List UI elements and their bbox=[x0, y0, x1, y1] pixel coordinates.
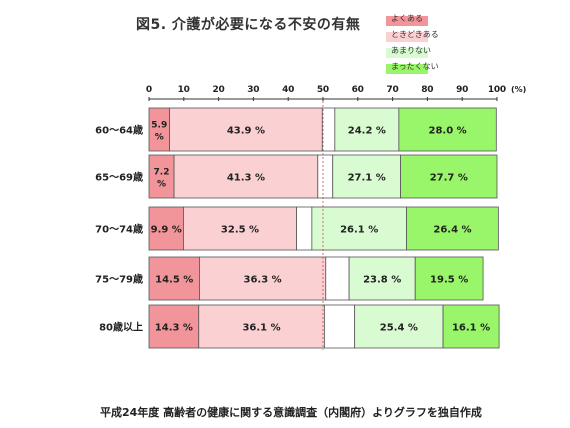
legend-label-sometimes: ときどきある bbox=[391, 30, 439, 39]
x-tick-label: 0 bbox=[253, 85, 259, 95]
data-label: 27.7 % bbox=[430, 173, 468, 184]
bar-segment bbox=[183, 206, 297, 251]
chart-footer-source: 平成24年度 高齢者の健康に関する意識調査（内閣府）よりグラフを独自作成 bbox=[100, 406, 482, 419]
bar-segment bbox=[199, 256, 327, 301]
bar-segment bbox=[148, 154, 175, 199]
x-tick-label: 3 bbox=[247, 85, 253, 95]
bar-segment bbox=[169, 107, 323, 152]
legend-label-rarely: あまりない bbox=[391, 46, 431, 55]
legend-item-never: まったくない bbox=[386, 61, 506, 77]
data-label: 43.9 % bbox=[227, 126, 265, 137]
data-label: 9.9 % bbox=[151, 225, 182, 236]
bar-segment bbox=[311, 206, 407, 251]
legend-swatch-never bbox=[386, 64, 428, 74]
bar-segment bbox=[323, 304, 356, 349]
data-label: 26.1 % bbox=[340, 225, 378, 236]
data-label: 14.3 % bbox=[155, 323, 193, 334]
bar-segment bbox=[148, 206, 184, 251]
x-tick-label: 1 bbox=[488, 85, 494, 95]
category-label: 70〜74歳 bbox=[95, 223, 143, 236]
x-tick-label: 0 bbox=[358, 85, 364, 95]
category-label: 75〜79歳 bbox=[95, 273, 143, 286]
data-label: 26.4 % bbox=[433, 225, 471, 236]
bar-segment bbox=[148, 256, 200, 301]
bar-segment bbox=[325, 256, 350, 301]
bar-segment bbox=[148, 304, 200, 349]
x-tick-label: 2 bbox=[212, 85, 218, 95]
category-label: 60〜64歳 bbox=[95, 124, 143, 137]
data-label: 5.9 bbox=[151, 121, 167, 131]
x-tick-label: 0 bbox=[462, 85, 468, 95]
x-tick-label: 6 bbox=[352, 85, 358, 95]
bar-segment bbox=[398, 107, 497, 152]
bar-segment bbox=[296, 206, 313, 251]
x-tick-label: 0 bbox=[500, 85, 506, 95]
bar-segment bbox=[317, 154, 334, 199]
bar-segment bbox=[198, 304, 325, 349]
x-tick-label: 4 bbox=[282, 85, 288, 95]
data-label: 27.1 % bbox=[348, 173, 386, 184]
x-tick-label: 0 bbox=[392, 85, 398, 95]
category-label: 80歳以上 bbox=[99, 321, 143, 334]
legend-swatch-often bbox=[386, 16, 428, 26]
bar-segment bbox=[414, 256, 484, 301]
legend-label-often: よくある bbox=[391, 14, 423, 23]
x-tick-label: 9 bbox=[456, 85, 462, 95]
bar-segment bbox=[332, 154, 402, 199]
bar-segment bbox=[321, 107, 336, 152]
bar-segment bbox=[354, 304, 444, 349]
legend-item-sometimes: ときどきある bbox=[386, 29, 506, 45]
data-label: 7.2 bbox=[154, 168, 170, 178]
data-label: 41.3 % bbox=[227, 173, 265, 184]
x-tick-label: 0 bbox=[427, 85, 433, 95]
bar-segment bbox=[348, 256, 416, 301]
data-label: 24.2 % bbox=[348, 126, 386, 137]
bar-segment bbox=[406, 206, 499, 251]
x-tick-label: 0 bbox=[494, 85, 500, 95]
x-tick-label: 0 bbox=[146, 85, 152, 95]
x-tick-label: 5 bbox=[317, 85, 323, 95]
x-tick-label: 0 bbox=[323, 85, 329, 95]
chart-legend: よくある ときどきある あまりない まったくない bbox=[386, 13, 506, 77]
data-label: 28.0 % bbox=[428, 126, 466, 137]
bar-segment bbox=[334, 107, 400, 152]
legend-swatch-sometimes bbox=[386, 32, 428, 42]
data-label: % bbox=[155, 133, 164, 143]
bar-segment bbox=[442, 304, 500, 349]
data-label: 16.1 % bbox=[452, 323, 490, 334]
data-label: 25.4 % bbox=[380, 323, 418, 334]
x-axis-unit: (%) bbox=[511, 85, 526, 94]
legend-label-never: まったくない bbox=[391, 62, 439, 71]
bar-segment bbox=[400, 154, 498, 199]
data-label: 14.5 % bbox=[155, 275, 193, 286]
legend-item-rarely: あまりない bbox=[386, 45, 506, 61]
data-label: 23.8 % bbox=[363, 275, 401, 286]
x-tick-label: 0 bbox=[218, 85, 224, 95]
data-label: 19.5 % bbox=[430, 275, 468, 286]
data-label: 36.1 % bbox=[242, 323, 280, 334]
bar-segment bbox=[173, 154, 319, 199]
x-tick-label: 1 bbox=[178, 85, 184, 95]
x-tick-label: 0 bbox=[288, 85, 294, 95]
x-tick-label: 7 bbox=[386, 85, 392, 95]
data-label: % bbox=[157, 180, 166, 190]
data-label: 36.3 % bbox=[244, 275, 282, 286]
chart-title: 図5. 介護が必要になる不安の有無 bbox=[136, 17, 361, 33]
legend-swatch-rarely bbox=[386, 48, 428, 58]
category-label: 65〜69歳 bbox=[95, 171, 143, 184]
x-tick-label: 0 bbox=[184, 85, 190, 95]
x-tick-label: 8 bbox=[421, 85, 427, 95]
legend-item-often: よくある bbox=[386, 13, 506, 29]
data-label: 32.5 % bbox=[221, 225, 259, 236]
